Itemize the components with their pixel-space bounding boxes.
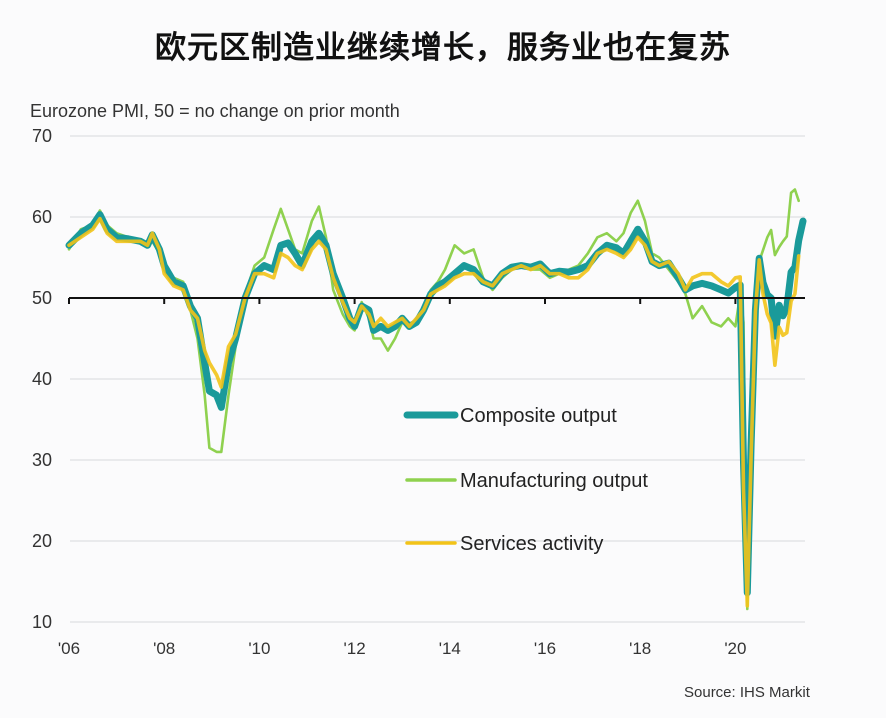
chart-title: 欧元区制造业继续增长，服务业也在复苏 xyxy=(155,30,731,66)
y-tick-label-60: 60 xyxy=(32,207,52,227)
chart-subtitle: Eurozone PMI, 50 = no change on prior mo… xyxy=(30,101,400,121)
y-axis: 70 60 50 40 30 20 10 xyxy=(32,126,52,632)
x-tick-label-16: '16 xyxy=(534,639,556,658)
x-tick-label-12: '12 xyxy=(344,639,366,658)
x-tick-label-10: '10 xyxy=(248,639,270,658)
y-tick-label-50: 50 xyxy=(32,288,52,308)
series-line-services-activity xyxy=(67,216,801,608)
series-line-manufacturing-output xyxy=(67,188,800,611)
source-note: Source: IHS Markit xyxy=(684,684,810,701)
y-tick-label-30: 30 xyxy=(32,450,52,470)
gridlines xyxy=(70,135,805,623)
reference-line-50 xyxy=(68,297,805,304)
legend: Composite output Manufacturing output Serv… xyxy=(403,405,648,555)
x-tick-label-06: '06 xyxy=(58,639,80,658)
y-tick-label-20: 20 xyxy=(32,531,52,551)
x-tick-label-08: '08 xyxy=(153,639,175,658)
x-tick-label-18: '18 xyxy=(629,639,651,658)
x-axis: '06 '08 '10 '12 '14 '16 '18 '20 xyxy=(58,639,747,658)
legend-label-1: Manufacturing output xyxy=(460,470,648,492)
legend-label-0: Composite output xyxy=(460,405,617,427)
x-tick-label-14: '14 xyxy=(439,639,461,658)
series-line-composite-output xyxy=(65,211,807,597)
y-tick-label-10: 10 xyxy=(32,612,52,632)
y-tick-label-40: 40 xyxy=(32,369,52,389)
x-tick-label-20: '20 xyxy=(724,639,746,658)
legend-label-2: Services activity xyxy=(460,533,603,555)
series-lines xyxy=(65,188,807,611)
y-tick-label-70: 70 xyxy=(32,126,52,146)
